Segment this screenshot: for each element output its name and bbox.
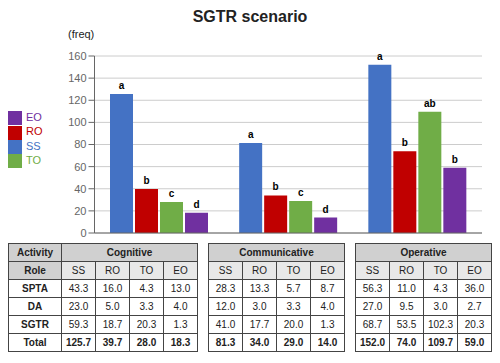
- html-text:9.5: 9.5: [399, 301, 414, 312]
- svg-text:b: b: [402, 137, 408, 148]
- html-text:59.3: 59.3: [68, 319, 89, 330]
- svg-text:0: 0: [80, 227, 86, 237]
- html-text:59.0: 59.0: [464, 337, 485, 348]
- html-text:28.3: 28.3: [215, 283, 236, 294]
- html-text:SS: SS: [71, 265, 86, 276]
- html-text:SGTR scenario: SGTR scenario: [192, 8, 308, 25]
- html-text:20.0: 20.0: [283, 319, 304, 330]
- html-text:(freq): (freq): [68, 28, 95, 40]
- svg-text:60: 60: [74, 161, 86, 173]
- html-text:39.7: 39.7: [102, 337, 123, 348]
- html-text:5.0: 5.0: [105, 301, 120, 312]
- html-text:EO: EO: [320, 265, 335, 276]
- svg-text:a: a: [248, 129, 254, 140]
- svg-text:c: c: [169, 188, 175, 199]
- html-text:13.3: 13.3: [249, 283, 270, 294]
- html-text:4.0: 4.0: [173, 301, 188, 312]
- html-text:3.3: 3.3: [139, 301, 154, 312]
- html-text:13.0: 13.0: [170, 283, 191, 294]
- svg-text:20: 20: [74, 205, 86, 217]
- svg-text:a: a: [377, 51, 383, 62]
- html-text:20.3: 20.3: [464, 319, 485, 330]
- html-text:RO: RO: [399, 265, 414, 276]
- svg-text:120: 120: [68, 94, 86, 106]
- html-text:18.3: 18.3: [170, 337, 191, 348]
- html-text:36.0: 36.0: [464, 283, 485, 294]
- html-text:Role: Role: [24, 265, 46, 276]
- html-text:4.3: 4.3: [433, 283, 448, 294]
- html-text:EO: EO: [467, 265, 482, 276]
- html-text:81.3: 81.3: [215, 337, 236, 348]
- svg-text:b: b: [452, 154, 458, 165]
- html-text:8.7: 8.7: [320, 283, 335, 294]
- html-text:RO: RO: [105, 265, 120, 276]
- html-text:3.0: 3.0: [252, 301, 267, 312]
- html-text:SS: SS: [218, 265, 233, 276]
- html-text:20.3: 20.3: [136, 319, 157, 330]
- svg-text:40: 40: [74, 183, 86, 195]
- svg-text:d: d: [323, 204, 329, 215]
- html-text:SS: SS: [26, 139, 41, 152]
- html-text:DA: DA: [27, 301, 43, 312]
- svg-text:80: 80: [74, 138, 86, 150]
- html-text:Total: Total: [23, 337, 47, 348]
- html-text:TO: TO: [139, 265, 154, 276]
- html-text:34.0: 34.0: [249, 337, 270, 348]
- html-text:2.7: 2.7: [467, 301, 482, 312]
- html-text:1.3: 1.3: [320, 319, 335, 330]
- svg-text:b: b: [273, 181, 279, 192]
- html-text:152.0: 152.0: [360, 337, 385, 348]
- html-text:4.3: 4.3: [139, 283, 154, 294]
- html-text:102.3: 102.3: [428, 319, 453, 330]
- svg-text:b: b: [143, 175, 149, 186]
- svg-text:ab: ab: [424, 98, 436, 109]
- html-text:14.0: 14.0: [317, 337, 338, 348]
- html-text:17.7: 17.7: [249, 319, 270, 330]
- html-text:EO: EO: [26, 111, 42, 124]
- svg-text:d: d: [193, 199, 199, 210]
- html-text:27.0: 27.0: [362, 301, 383, 312]
- svg-text:a: a: [119, 80, 125, 91]
- html-text:28.0: 28.0: [136, 337, 157, 348]
- html-text:TO: TO: [433, 265, 448, 276]
- html-text:68.7: 68.7: [362, 319, 383, 330]
- html-text:29.0: 29.0: [283, 337, 304, 348]
- svg-text:160: 160: [68, 50, 86, 62]
- html-text:TO: TO: [286, 265, 301, 276]
- html-text:11.0: 11.0: [397, 283, 416, 294]
- html-text:3.0: 3.0: [433, 301, 448, 312]
- html-text:74.0: 74.0: [396, 337, 417, 348]
- html-text:TO: TO: [26, 153, 42, 166]
- html-text:SGTR: SGTR: [21, 319, 49, 330]
- html-text:Communicative: Communicative: [239, 247, 314, 258]
- html-text:EO: EO: [173, 265, 188, 276]
- svg-text:100: 100: [68, 116, 86, 128]
- html-text:125.7: 125.7: [66, 337, 91, 348]
- html-text:18.7: 18.7: [102, 319, 123, 330]
- html-text:12.0: 12.0: [215, 301, 236, 312]
- html-text:Activity: Activity: [16, 247, 54, 258]
- html-text:16.0: 16.0: [102, 283, 123, 294]
- html-text:Operative: Operative: [400, 247, 447, 258]
- html-text:RO: RO: [252, 265, 267, 276]
- html-text:4.0: 4.0: [320, 301, 335, 312]
- html-text:41.0: 41.0: [215, 319, 236, 330]
- svg-text:c: c: [298, 187, 304, 198]
- html-text:1.3: 1.3: [173, 319, 188, 330]
- svg-text:140: 140: [68, 72, 86, 84]
- html-text:43.3: 43.3: [68, 283, 89, 294]
- html-text:SPTA: SPTA: [22, 283, 48, 294]
- html-text:53.5: 53.5: [396, 319, 417, 330]
- html-text:Cognitive: Cognitive: [106, 247, 153, 258]
- html-text:23.0: 23.0: [68, 301, 89, 312]
- html-text:5.7: 5.7: [286, 283, 301, 294]
- html-text:109.7: 109.7: [428, 337, 453, 348]
- html-text:3.3: 3.3: [286, 301, 301, 312]
- html-text:RO: RO: [26, 125, 43, 138]
- html-text:56.3: 56.3: [362, 283, 383, 294]
- html-text:SS: SS: [365, 265, 380, 276]
